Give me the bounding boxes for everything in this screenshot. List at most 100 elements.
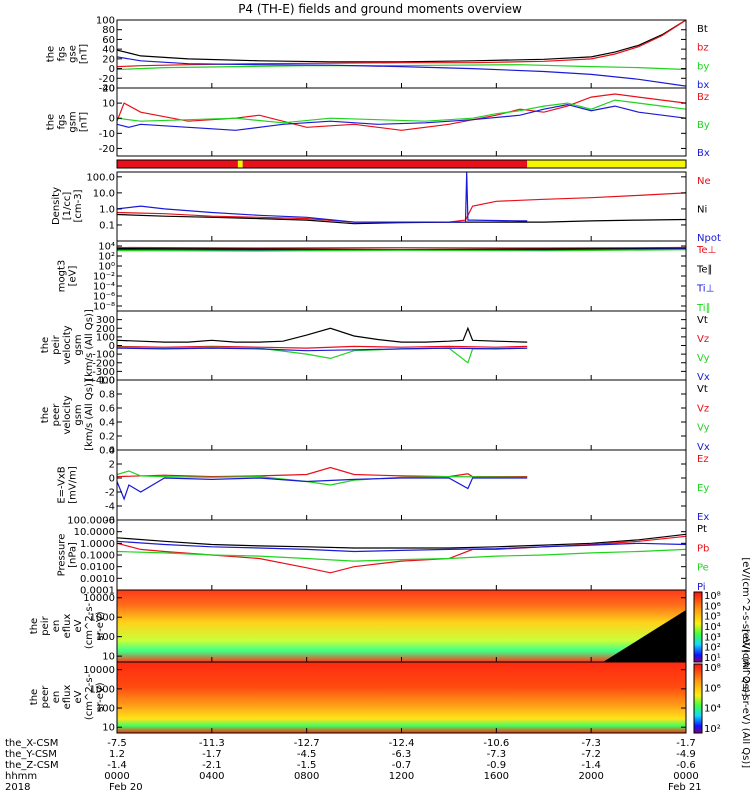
y-axis-label-line: the (46, 114, 57, 130)
spectrogram-peer-eflux (117, 662, 686, 733)
legend-entry: Bt (697, 24, 708, 35)
panel-frame (116, 87, 687, 157)
date-end: Feb 21 (668, 782, 702, 793)
series-bx (117, 56, 686, 87)
y-tick-label: 10⁻⁴ (93, 282, 115, 293)
panel-frame (116, 171, 687, 242)
y-tick-label: 10⁻⁶ (93, 292, 115, 303)
y-axis-label-line: eflux (62, 685, 73, 710)
panel-frame (116, 19, 687, 89)
y-tick-label: 10⁻⁸ (93, 302, 115, 313)
time-row-value: -1.5 (297, 760, 317, 771)
y-tick-label: 40 (102, 45, 115, 56)
y-axis-label-line: peir (51, 334, 62, 354)
y-axis-label-line: eflux (62, 614, 73, 639)
series-te (117, 246, 686, 249)
series-pi (117, 540, 686, 553)
y-axis-label-line: velocity (62, 395, 73, 434)
legend-entry: Ez (697, 454, 709, 465)
y-tick-label: 10 (102, 99, 115, 110)
colorbar-label: 10¹ (704, 653, 721, 664)
time-row-value: -7.3 (581, 738, 601, 749)
y-axis-label-line: eV (73, 690, 84, 703)
spectrogram-peir-eflux (117, 590, 686, 662)
legend-entry: Vy (697, 423, 710, 434)
colorbar-title: [eV/(cm^2-s-sr-eV) (All Qs)] (740, 629, 750, 768)
mode-segment (242, 160, 528, 168)
mode-segment (117, 160, 238, 168)
panel-frame (116, 310, 687, 381)
y-tick-label: 10.0000 (74, 527, 115, 538)
y-tick-label: 0 (109, 474, 115, 485)
series-by (117, 64, 686, 71)
y-tick-label: 80 (102, 25, 115, 36)
y-axis-label-line: (cm^2-s- (84, 602, 95, 649)
y-tick-label: -40 (99, 84, 115, 95)
y-axis-label: thepeirvelocitygsm[km/s (All Qs)] (40, 309, 95, 381)
series-ey (117, 470, 528, 486)
legend-entry: Vz (697, 403, 709, 414)
series-ne (117, 192, 686, 223)
y-axis-label: E=-VxB[mV/m] (57, 466, 79, 504)
y-tick-label: -6 (105, 516, 115, 527)
time-row-value: -0.6 (676, 760, 696, 771)
y-tick-label: 60 (102, 35, 115, 46)
colorbar-label: 10⁶ (704, 601, 721, 612)
y-tick-label: 0.0100 (80, 562, 115, 573)
time-row-value: -11.3 (199, 738, 225, 749)
y-tick-label: 1000 (90, 684, 115, 695)
legend-entry: Ni (697, 205, 707, 216)
panel-frame (116, 240, 687, 312)
mode-bar-frame (116, 159, 687, 169)
time-row-value: -12.4 (389, 738, 415, 749)
y-axis-label-line: gse (68, 45, 79, 63)
y-tick-label: 1000 (90, 613, 115, 624)
y-tick-label: 10000 (83, 665, 115, 676)
series-vy (117, 346, 528, 364)
y-axis-label-line: peir (40, 615, 51, 635)
panel-peir-velocity: 3002001000-100-200-300-400thepeirvelocit… (40, 309, 710, 386)
y-axis-label-line: [nPa] (68, 542, 79, 568)
spectrogram-gap (603, 610, 686, 662)
legend-entry: by (697, 61, 709, 72)
y-axis-label-line: Density (51, 187, 62, 225)
y-axis-label-line: the (46, 46, 57, 62)
y-tick-label: 100 (96, 632, 115, 643)
plot-title: P4 (TH-E) fields and ground moments over… (238, 2, 522, 16)
y-tick-label: -4 (105, 502, 115, 513)
panels: 100806040200-20-40thefgsgse[nT]Btbzbybx2… (29, 16, 750, 769)
y-axis-label-line: sr-eV) (95, 682, 106, 711)
colorbar-bottom (693, 663, 703, 734)
time-row-label: the_X-CSM (5, 738, 58, 749)
y-axis-label-line: [nT] (79, 112, 90, 132)
time-row-label: the_Y-CSM (5, 749, 57, 760)
series-bt (117, 20, 686, 63)
y-tick-label: 1.0 (99, 376, 115, 387)
y-tick-label: 20 (102, 54, 115, 65)
legend-entry: bx (697, 80, 709, 91)
y-tick-label: 1.0000 (80, 539, 115, 550)
time-row-label: the_Z-CSM (5, 760, 59, 771)
mode-segment (237, 160, 243, 168)
colorbar-label: 10⁸ (704, 663, 721, 674)
panel-peer-velocity: 1.0 0.8 0.6 0.4 0.2 0.0 thepeervelocitygsm[km/… (40, 376, 710, 457)
y-axis-label-line: mogt3 (57, 260, 68, 293)
y-tick-label: -10 (99, 129, 115, 140)
date-start: Feb 20 (109, 782, 143, 793)
time-row-value: 1200 (389, 771, 414, 782)
y-axis-label-line: (cm^2-s- (84, 673, 95, 720)
panel-frame (116, 379, 687, 451)
panel-frame (116, 449, 687, 521)
legend-entry: Te⊥ (696, 245, 716, 256)
legend-entry: Vz (697, 334, 709, 345)
y-tick-label: 200 (96, 324, 115, 335)
series-vz (117, 345, 528, 349)
colorbar-label: 10⁶ (704, 683, 721, 694)
panel-peer-eflux: 10000 1000 100 10 thepeerenefluxeV(cm^2-s-sr… (29, 661, 687, 734)
legend-entry: Bz (697, 92, 709, 103)
time-row-value: -6.3 (392, 749, 412, 760)
y-tick-label: 10 (102, 723, 115, 734)
y-tick-label: -20 (99, 74, 115, 85)
legend-entry: Ex (697, 512, 709, 523)
time-row-value: -2.1 (202, 760, 222, 771)
